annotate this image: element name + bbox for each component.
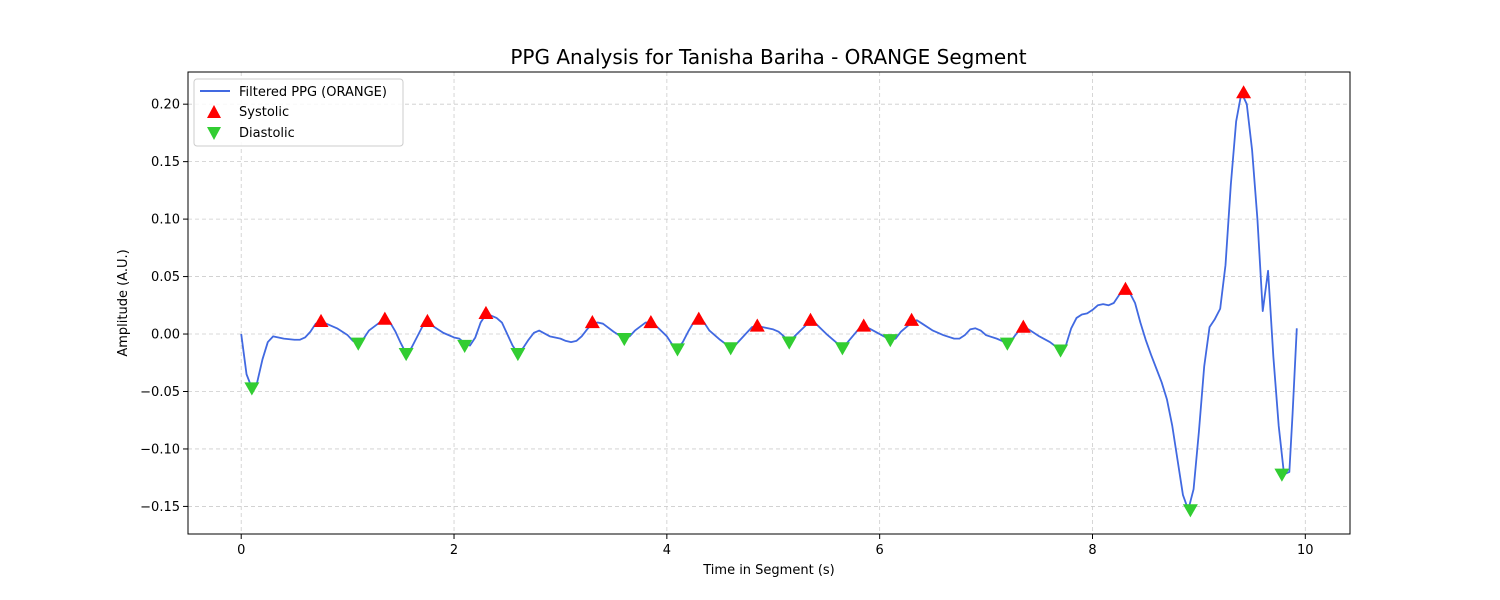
y-tick-label: 0.10 <box>151 213 180 228</box>
x-tick-label: 8 <box>1088 543 1096 558</box>
systolic-peak-marker <box>377 311 393 325</box>
diastolic-trough-marker <box>1053 344 1069 358</box>
x-tick-label: 0 <box>237 543 245 558</box>
systolic-peak-marker <box>478 305 494 319</box>
diastolic-trough-marker <box>510 347 526 362</box>
y-axis-ticks: −0.15 −0.10 −0.05 0.00 0.05 0.10 0.15 0.20 <box>140 98 188 515</box>
diastolic-trough-marker <box>457 339 473 354</box>
systolic-peak-marker <box>803 312 818 326</box>
legend: Filtered PPG (ORANGE) Systolic Diastolic <box>193 78 404 147</box>
x-tick-label: 10 <box>1297 543 1314 558</box>
y-tick-label: 0.05 <box>151 270 180 285</box>
diastolic-trough-marker <box>882 334 898 348</box>
diastolic-trough-marker <box>398 347 414 362</box>
plot-frame <box>187 71 1351 535</box>
legend-diastolic-triangle-icon <box>207 127 221 140</box>
grid <box>188 72 1350 534</box>
x-tick-label: 6 <box>876 543 884 558</box>
systolic-peak-marker <box>643 315 659 329</box>
y-tick-label: −0.15 <box>140 500 180 515</box>
diastolic-trough-marker <box>350 337 366 351</box>
diastolic-trough-marker <box>1182 504 1198 518</box>
legend-box <box>193 78 404 147</box>
systolic-peak-marker <box>584 315 600 329</box>
legend-systolic-triangle-icon <box>207 105 221 118</box>
y-tick-label: 0.15 <box>151 155 180 170</box>
y-axis-label: Amplitude (A.U.) <box>116 249 131 356</box>
diastolic-trough-marker <box>781 336 797 350</box>
x-axis-ticks: 0 2 4 6 8 10 <box>237 534 1314 558</box>
legend-entry-systolic: Systolic <box>239 105 289 120</box>
x-tick-label: 4 <box>663 543 671 558</box>
x-tick-label: 2 <box>450 543 458 558</box>
diastolic-trough-marker <box>834 342 850 356</box>
legend-entry-diastolic: Diastolic <box>239 126 295 141</box>
systolic-peak-marker <box>1236 85 1252 99</box>
systolic-peak-marker <box>1117 281 1133 295</box>
diastolic-trough-marker <box>669 343 685 357</box>
systolic-peak-marker <box>856 318 872 332</box>
filtered-ppg-line <box>240 91 1298 511</box>
systolic-peak-marker <box>691 311 707 325</box>
diastolic-trough-marker <box>244 382 260 396</box>
y-tick-label: −0.05 <box>140 385 180 400</box>
y-tick-label: 0.00 <box>151 328 180 343</box>
legend-entry-filtered-ppg: Filtered PPG (ORANGE) <box>239 85 387 100</box>
y-tick-label: −0.10 <box>140 442 180 457</box>
diastolic-trough-marker <box>1274 468 1290 482</box>
plot-markers <box>244 85 1290 518</box>
systolic-peak-marker <box>749 318 765 332</box>
diastolic-trough-marker <box>723 342 739 356</box>
diastolic-trough-marker <box>616 333 632 347</box>
systolic-peak-marker <box>419 313 435 328</box>
y-tick-label: 0.20 <box>151 98 180 113</box>
systolic-peak-marker <box>1015 319 1031 333</box>
x-axis-label: Time in Segment (s) <box>702 563 834 578</box>
chart-title: PPG Analysis for Tanisha Bariha - ORANGE… <box>510 45 1026 69</box>
systolic-peak-marker <box>313 313 329 328</box>
diastolic-trough-marker <box>999 337 1015 351</box>
systolic-peak-marker <box>904 312 920 326</box>
plot-series <box>240 91 1298 511</box>
